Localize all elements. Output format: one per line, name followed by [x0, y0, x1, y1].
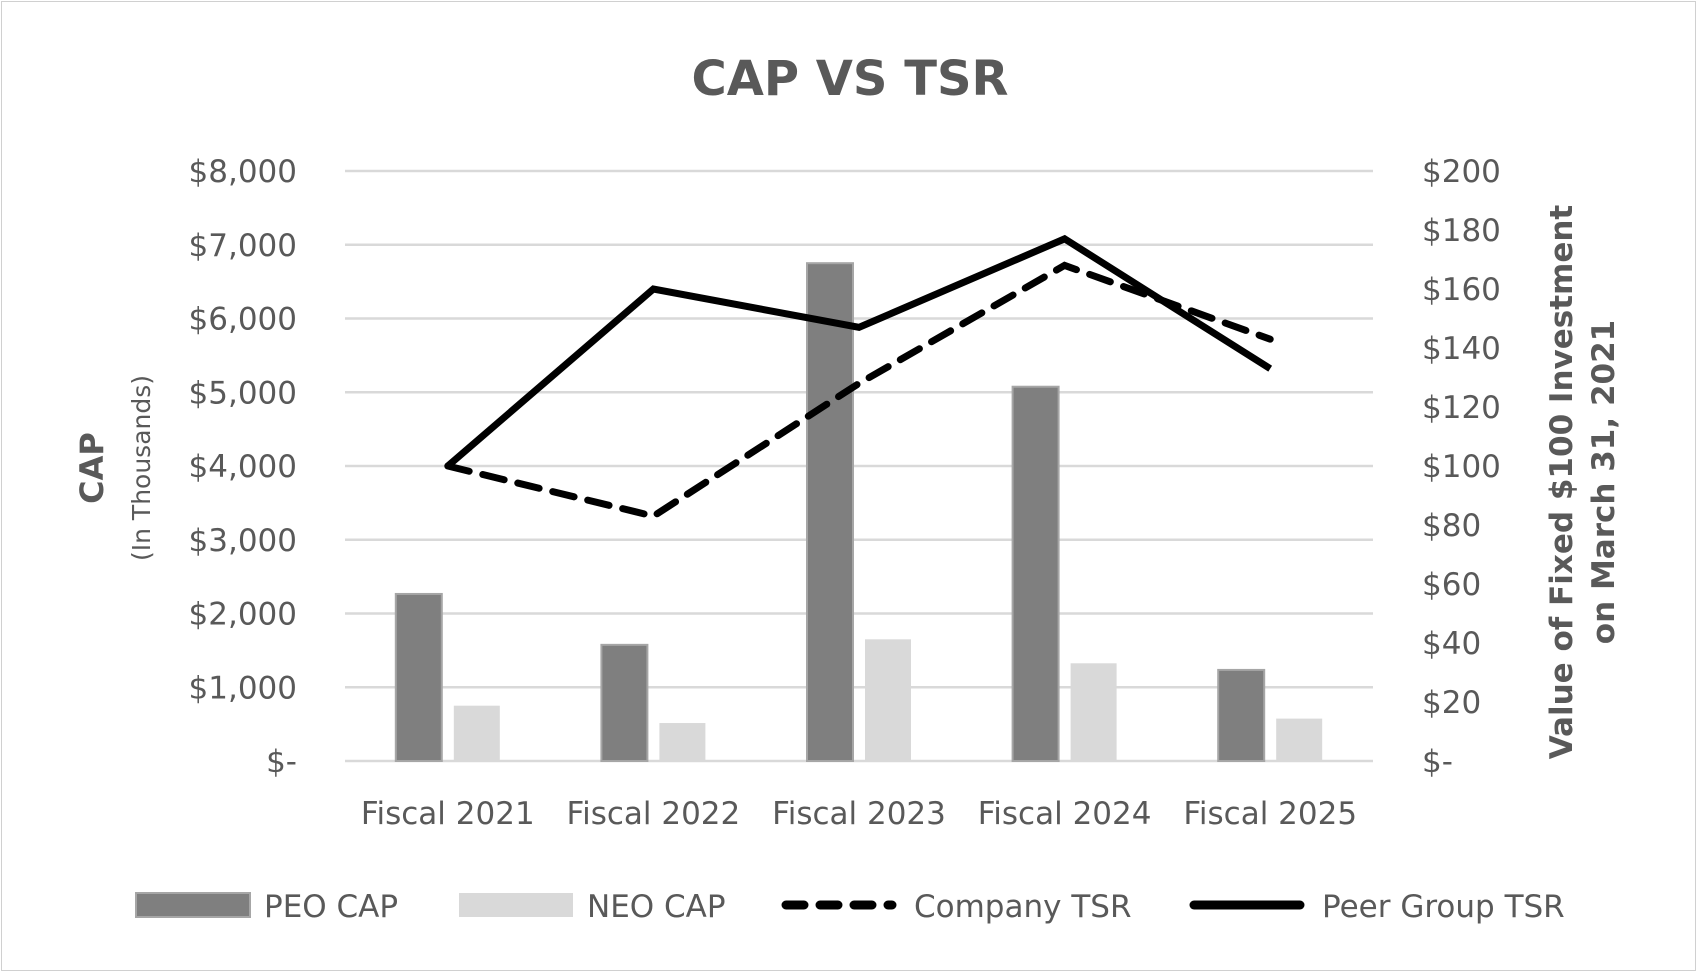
bar-neo-cap	[659, 723, 706, 761]
bar-peo-cap	[600, 643, 649, 762]
y2-tick-label: $80	[1422, 508, 1481, 544]
bar-neo-cap	[865, 639, 911, 761]
y2-tick-label: $120	[1422, 390, 1501, 426]
y2-tick-label: $160	[1422, 272, 1501, 308]
y-tick-label: $6,000	[189, 302, 297, 338]
x-tick-label: Fiscal 2021	[361, 796, 535, 832]
y2-tick-label: $60	[1422, 567, 1481, 603]
x-tick-label: Fiscal 2022	[567, 796, 741, 832]
y-axis-sublabel: (In Thousands)	[127, 375, 156, 561]
bar-neo-cap	[1070, 663, 1117, 761]
x-tick-label: Fiscal 2023	[772, 796, 946, 832]
x-tick-label: Fiscal 2025	[1183, 796, 1357, 832]
y2-axis-label-line1: Value of Fixed $100 Investment	[1544, 205, 1580, 760]
legend-label: Company TSR	[914, 889, 1131, 925]
bar-peo-cap	[806, 262, 854, 762]
bar-peo-cap	[1217, 668, 1266, 763]
y2-axis-label-line2: on March 31, 2021	[1586, 320, 1622, 644]
y-tick-label: $1,000	[189, 670, 297, 706]
chart-title: CAP VS TSR	[692, 51, 1009, 107]
y-tick-label: $5,000	[189, 375, 297, 411]
bar-neo-cap	[453, 705, 500, 761]
y-tick-label: $-	[266, 744, 297, 780]
legend-label: NEO CAP	[587, 889, 726, 925]
y2-tick-label: $-	[1422, 744, 1453, 780]
y2-tick-label: $100	[1422, 449, 1501, 485]
legend-swatch	[135, 892, 251, 918]
y-tick-label: $8,000	[189, 154, 297, 190]
legend-label: PEO CAP	[264, 889, 398, 925]
y2-tick-label: $180	[1422, 213, 1501, 249]
y2-tick-label: $20	[1422, 685, 1481, 721]
y-tick-label: $4,000	[189, 449, 297, 485]
legend: PEO CAP NEO CAP Company TSR Peer Group TSR	[135, 889, 1565, 925]
line-company-tsr	[444, 261, 1274, 520]
legend-swatch	[459, 893, 573, 917]
bar-peo-cap	[1011, 385, 1060, 762]
line-peer-group-tsr	[445, 234, 1273, 469]
y-axis-label: CAP	[73, 432, 111, 504]
x-tick-label: Fiscal 2024	[978, 796, 1152, 832]
y-tick-label: $3,000	[189, 523, 297, 559]
bar-peo-cap	[394, 592, 443, 762]
y2-tick-label: $140	[1422, 331, 1501, 367]
y2-tick-label: $200	[1422, 154, 1501, 190]
y2-tick-label: $40	[1422, 626, 1481, 662]
bar-neo-cap	[1276, 718, 1323, 761]
legend-label: Peer Group TSR	[1322, 889, 1565, 925]
y-tick-label: $7,000	[189, 228, 297, 264]
y-tick-label: $2,000	[189, 597, 297, 633]
